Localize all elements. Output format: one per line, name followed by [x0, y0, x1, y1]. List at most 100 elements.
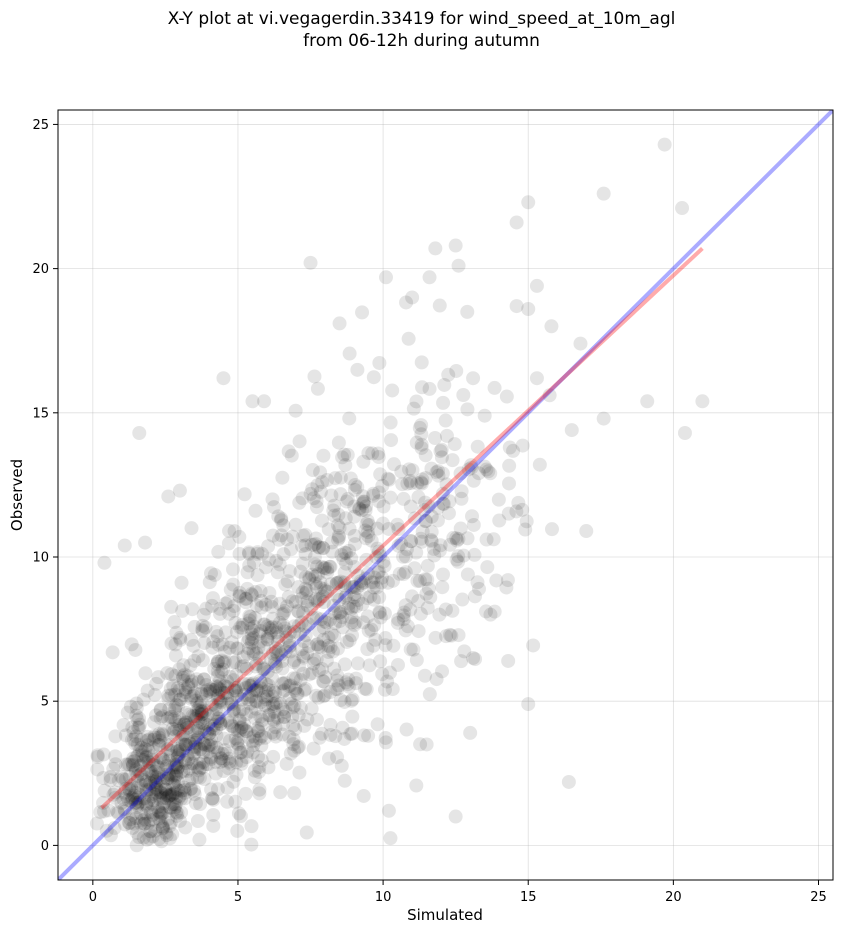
data-point — [108, 785, 123, 800]
data-point — [264, 670, 279, 685]
data-point — [164, 667, 179, 682]
data-point — [133, 767, 148, 782]
data-point — [292, 495, 307, 510]
data-point — [136, 830, 151, 845]
data-point — [167, 615, 182, 630]
data-point — [320, 584, 335, 599]
reference-lines — [58, 110, 833, 880]
data-point — [479, 604, 494, 619]
data-point — [204, 697, 219, 712]
data-point — [378, 730, 393, 745]
data-point — [305, 482, 320, 497]
data-point — [173, 742, 188, 757]
data-point — [214, 665, 229, 680]
data-point — [103, 769, 118, 784]
data-point — [441, 506, 456, 521]
data-point — [160, 711, 175, 726]
data-point — [159, 737, 174, 752]
data-point — [266, 683, 281, 698]
data-point — [477, 459, 492, 474]
data-point — [252, 731, 267, 746]
data-point — [315, 559, 330, 574]
data-point — [111, 773, 126, 788]
data-point — [262, 708, 277, 723]
data-point — [298, 619, 313, 634]
data-point — [269, 553, 284, 568]
data-point — [348, 671, 363, 686]
data-point — [191, 649, 206, 664]
data-point — [172, 483, 187, 498]
data-point — [356, 788, 371, 803]
data-point — [114, 795, 129, 810]
data-point — [491, 492, 506, 507]
data-point — [439, 629, 454, 644]
data-point — [271, 532, 286, 547]
data-point — [331, 575, 346, 590]
data-point — [346, 599, 361, 614]
data-point — [372, 605, 387, 620]
data-point — [146, 793, 161, 808]
data-point — [312, 730, 327, 745]
data-point — [428, 431, 443, 446]
data-point — [261, 678, 276, 693]
data-point — [268, 656, 283, 671]
data-point — [171, 760, 186, 775]
data-point — [336, 552, 351, 567]
data-point — [154, 785, 169, 800]
data-point — [366, 592, 381, 607]
data-point — [243, 609, 258, 624]
data-point — [229, 767, 244, 782]
data-point — [220, 780, 235, 795]
data-point — [297, 683, 312, 698]
data-point — [302, 572, 317, 587]
data-point — [299, 825, 314, 840]
data-point — [261, 760, 276, 775]
data-point — [308, 536, 323, 551]
data-point — [283, 678, 298, 693]
data-point — [347, 617, 362, 632]
data-point — [434, 450, 449, 465]
data-point — [169, 757, 184, 772]
data-point — [501, 506, 516, 521]
data-point — [181, 680, 196, 695]
data-point — [265, 492, 280, 507]
data-point — [216, 371, 231, 386]
data-point — [216, 753, 231, 768]
data-point — [324, 488, 339, 503]
data-point — [328, 729, 343, 744]
data-point — [164, 710, 179, 725]
data-point — [196, 745, 211, 760]
data-point — [122, 815, 137, 830]
data-point — [288, 671, 303, 686]
data-point — [428, 241, 443, 256]
data-point — [193, 698, 208, 713]
data-point — [244, 621, 259, 636]
data-point — [163, 737, 178, 752]
data-point — [529, 278, 544, 293]
data-point — [306, 491, 321, 506]
data-point — [260, 689, 275, 704]
data-point — [424, 534, 439, 549]
data-point — [350, 480, 365, 495]
data-point — [401, 331, 416, 346]
data-point — [435, 664, 450, 679]
data-point — [347, 482, 362, 497]
data-point — [178, 737, 193, 752]
data-point — [306, 611, 321, 626]
data-point — [207, 718, 222, 733]
data-point — [217, 644, 232, 659]
data-point — [132, 794, 147, 809]
data-point — [152, 737, 167, 752]
data-point — [137, 812, 152, 827]
data-point — [366, 575, 381, 590]
data-point — [227, 524, 242, 539]
data-point — [471, 581, 486, 596]
data-point — [241, 641, 256, 656]
data-point — [242, 678, 257, 693]
data-point — [172, 692, 187, 707]
data-point — [415, 524, 430, 539]
data-point — [254, 600, 269, 615]
data-point — [277, 603, 292, 618]
data-point — [415, 380, 430, 395]
